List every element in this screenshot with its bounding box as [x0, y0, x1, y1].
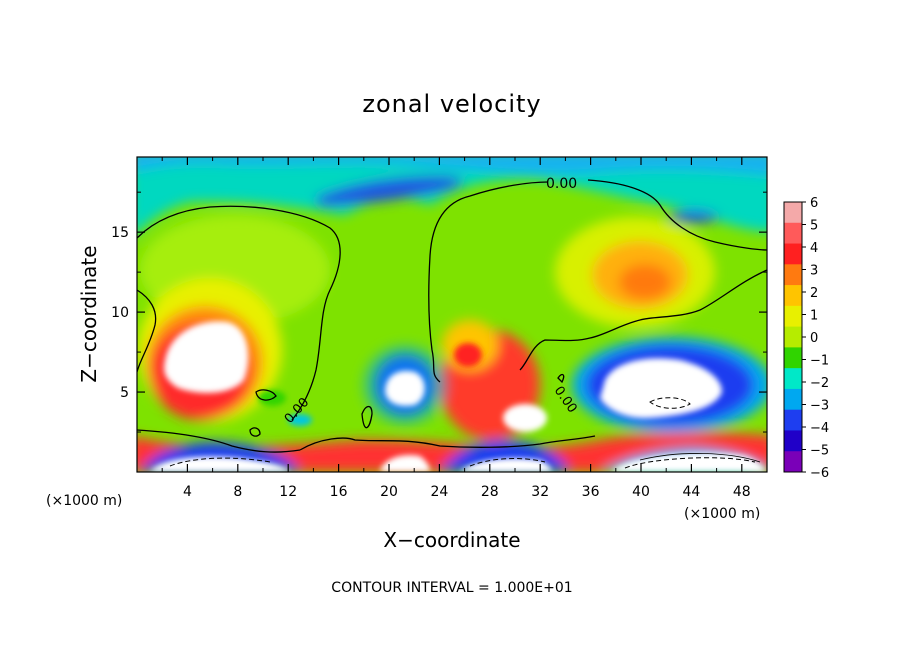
colorbar-swatch: [784, 347, 802, 369]
colorbar-label: 6: [810, 196, 818, 211]
x-tick-label: 8: [233, 484, 242, 500]
colorbar-label: −6: [810, 466, 829, 481]
x-tick-label: 24: [430, 484, 448, 500]
y-axis-label: Z−coordinate: [77, 245, 101, 382]
colorbar-label: −4: [810, 421, 829, 436]
colorbar-swatch: [784, 451, 802, 473]
colorbar-swatch: [784, 264, 802, 286]
contour-interval-note: CONTOUR INTERVAL = 1.000E+01: [331, 580, 572, 596]
y-tick-label: 5: [120, 385, 129, 401]
x-ticks: 4 8 12 16 20 24 28 32 36 40 44 48: [161, 157, 751, 500]
y-ticks: 5 10 15: [111, 191, 767, 433]
colorbar-label: −1: [810, 354, 829, 369]
contour-neg-left: [169, 457, 271, 467]
contour-lines: [137, 179, 767, 453]
white-blob-center: [385, 370, 425, 406]
x-tick-label: 4: [183, 484, 192, 500]
x-tick-label: 36: [582, 484, 600, 500]
red-blob-center: [454, 343, 482, 367]
region-right-orange-core: [619, 264, 671, 300]
colorbar-label: 0: [810, 331, 818, 346]
colorbar-label: −5: [810, 444, 829, 459]
colorbar-swatch: [784, 305, 802, 328]
contour-small-loop-3: [361, 405, 373, 429]
contour-dashed: [169, 397, 756, 469]
pink-blob-center: [503, 404, 547, 432]
contour-zero-top: [429, 179, 767, 257]
colorbar-label: −2: [810, 376, 829, 391]
x-tick-label: 48: [733, 484, 751, 500]
heatmap-field: [137, 157, 767, 472]
colorbar-swatch: [784, 430, 802, 452]
green-fleck-left: [258, 390, 286, 406]
colorbar-label: −3: [810, 399, 829, 414]
colorbar: 6 5 4 3 2 1 0 −1 −2 −3 −4 −5 −6: [783, 196, 829, 481]
x-tick-label: 12: [279, 484, 297, 500]
colorbar-swatch: [784, 285, 802, 307]
region-right-streak: [670, 210, 720, 223]
contour-neg-right-inner: [639, 453, 761, 463]
contour-small-loop-1: [255, 389, 277, 401]
contour-neg-right: [624, 457, 756, 469]
x-tick-label: 44: [682, 484, 700, 500]
colorbar-swatch: [784, 409, 802, 431]
x-axis-label: X−coordinate: [383, 528, 520, 552]
x-units-right: (×1000 m): [684, 506, 760, 522]
y-tick-label: 15: [111, 225, 129, 241]
region-dark-streak: [315, 176, 463, 206]
field-sharp-layer: [150, 321, 765, 472]
bottom-white-mid: [380, 454, 430, 472]
colorbar-swatch: [784, 243, 802, 265]
colorbar-label: 5: [810, 219, 818, 234]
contour-small-loop-4: [557, 373, 565, 384]
colorbar-label: 3: [810, 264, 818, 279]
x-tick-label: 32: [531, 484, 549, 500]
x-tick-label: 28: [481, 484, 499, 500]
contour-small-loop-2: [249, 427, 261, 437]
region-bottom-red: [137, 432, 767, 472]
bottom-white-mid2: [460, 458, 552, 472]
white-blob-left: [163, 321, 249, 393]
y-tick-label: 10: [111, 305, 129, 321]
region-upper-cyan: [137, 157, 767, 234]
plot-frame: [136, 156, 768, 473]
x-tick-label: 40: [632, 484, 650, 500]
contour-zero-right: [428, 255, 767, 383]
contour-left-lower: [137, 289, 301, 453]
x-units-left: (×1000 m): [46, 493, 122, 509]
chart-title: zonal velocity: [362, 90, 541, 118]
colorbar-swatch: [784, 368, 802, 390]
contour-neg-right-blob: [649, 397, 691, 409]
colorbar-label: 1: [810, 309, 818, 324]
bottom-white-left: [150, 456, 290, 472]
white-blob-right: [600, 358, 722, 419]
colorbar-label: 2: [810, 286, 818, 301]
region-top-blue: [137, 157, 767, 176]
colorbar-swatch: [784, 222, 802, 245]
contour-bottom: [299, 435, 596, 451]
contour-neg-mid: [469, 458, 546, 467]
x-tick-label: 16: [330, 484, 348, 500]
contour-label-top: 0.00: [546, 176, 577, 192]
colorbar-swatch: [784, 202, 802, 224]
colorbar-swatch: [784, 326, 802, 348]
contour-zero-upper-left: [137, 205, 341, 421]
colorbar-label: 4: [810, 241, 818, 256]
colorbar-swatch: [784, 388, 802, 411]
x-tick-label: 20: [380, 484, 398, 500]
contour-thin: [639, 453, 761, 463]
